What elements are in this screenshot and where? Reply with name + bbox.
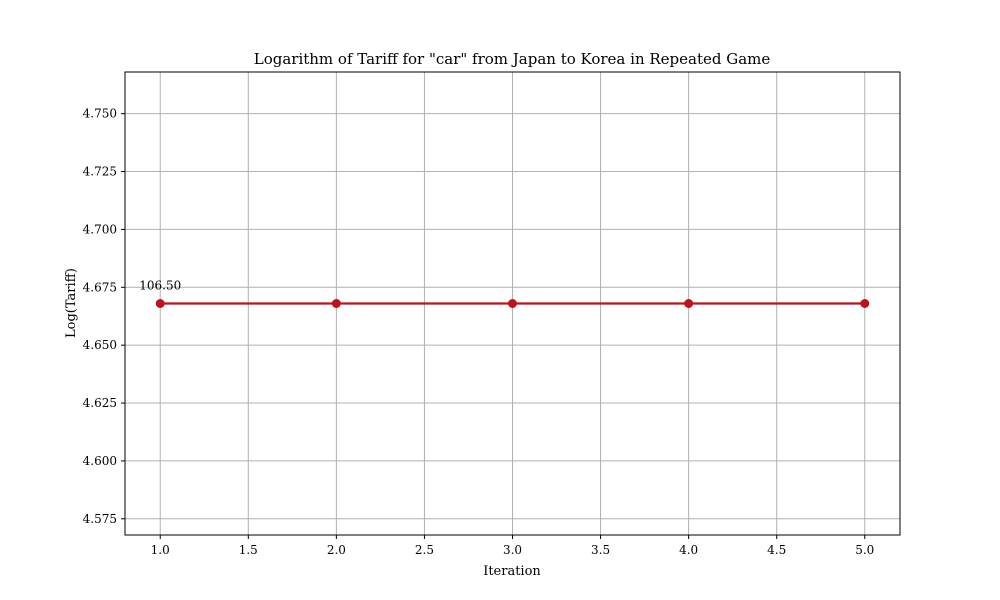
x-tick-label: 2.5 [415,543,434,557]
y-tick-label: 4.725 [83,165,117,179]
plot-frame [124,71,901,536]
series-layer [155,299,870,308]
x-tick-label: 3.0 [503,543,522,557]
x-tick-label: 5.0 [855,543,874,557]
y-tick-label: 4.600 [83,454,117,468]
x-tick-label: 1.0 [151,543,170,557]
y-tick-label: 4.750 [83,107,117,121]
data-point [508,299,517,308]
annotation-layer: 106.50 [139,279,181,293]
y-tick-label: 4.575 [83,512,117,526]
x-tick-label: 4.5 [767,543,786,557]
x-tick-label: 2.0 [327,543,346,557]
chart-title: Logarithm of Tariff for "car" from Japan… [254,50,771,68]
y-tick-label: 4.700 [83,222,117,236]
y-axis-label: Log(Tariff) [64,268,79,338]
data-label: 106.50 [139,279,181,293]
x-tick-label: 4.0 [679,543,698,557]
data-point [155,299,165,308]
tick-layer: 1.0 1.5 2.0 2.5 3.0 3.5 4.0 4.5 5.0 4.575 4.600 4.6… [83,107,875,557]
x-tick-label: 1.5 [239,543,258,557]
data-point [684,299,694,308]
data-point [331,299,341,308]
data-point [860,299,870,308]
y-tick-label: 4.675 [83,280,117,294]
y-tick-label: 4.625 [83,396,117,410]
x-tick-label: 3.5 [591,543,610,557]
x-axis-label: Iteration [483,564,541,579]
y-tick-label: 4.650 [83,338,117,352]
